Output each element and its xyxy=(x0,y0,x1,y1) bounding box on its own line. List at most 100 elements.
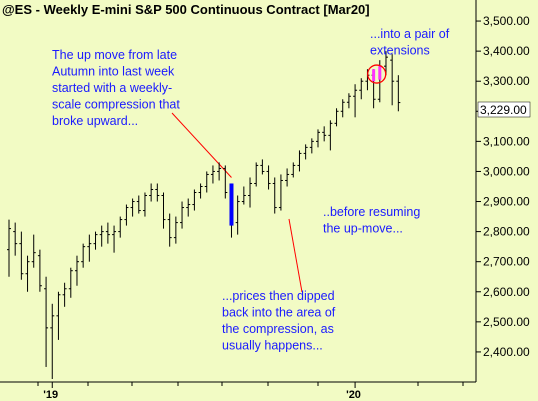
annotation-line: the up-move... xyxy=(323,222,403,236)
ohlc-bar xyxy=(291,162,296,178)
ohlc-bar xyxy=(112,225,117,253)
ohlc-bar xyxy=(353,84,358,118)
annotations: The up move from late Autumn into last we… xyxy=(52,27,450,353)
ohlc-bar xyxy=(186,198,191,217)
ohlc-bar xyxy=(359,78,364,100)
y-tick-label: 2,600.00 xyxy=(483,285,530,299)
ohlc-bar xyxy=(173,216,178,244)
ohlc-bar xyxy=(56,291,61,340)
leader-dip xyxy=(288,218,303,293)
ohlc-bar xyxy=(130,198,135,217)
y-tick-label: 2,700.00 xyxy=(483,255,530,269)
ohlc-bar xyxy=(260,159,265,175)
annotation-line: usually happens... xyxy=(222,339,323,353)
ohlc-bar xyxy=(81,243,86,268)
ohlc-bar xyxy=(68,267,73,298)
ohlc-bar xyxy=(334,108,339,127)
ohlc-bar xyxy=(74,255,79,286)
last-price-label: 3,229.00 xyxy=(480,103,527,117)
annotation-line: started with a weekly- xyxy=(52,81,172,95)
annotation-line: back into the area of xyxy=(222,306,336,320)
ohlc-bar xyxy=(62,282,67,307)
y-tick-label: 2,500.00 xyxy=(483,315,530,329)
annotation-line: the compression, as xyxy=(222,322,334,336)
x-tick-label: '19 xyxy=(43,389,58,401)
ohlc-bar xyxy=(266,165,271,190)
ohlc-bar xyxy=(285,168,290,187)
annotation-ann2: ...prices then dipped back into the area … xyxy=(222,289,336,353)
annotation-line: ...prices then dipped xyxy=(222,289,335,303)
ohlc-bar xyxy=(93,231,98,250)
annotation-line: broke upward... xyxy=(52,114,138,128)
ohlc-bar xyxy=(198,183,203,199)
y-tick-label: 3,300.00 xyxy=(483,74,530,88)
ohlc-bar xyxy=(254,162,259,187)
ohlc-bar xyxy=(328,120,333,151)
ohlc-bar xyxy=(167,213,172,247)
ohlc-bar xyxy=(37,249,42,292)
ohlc-bar xyxy=(272,177,277,214)
ohlc-bar xyxy=(396,75,401,112)
ohlc-bar xyxy=(105,222,110,244)
ohlc-bar xyxy=(7,219,11,277)
ohlc-bar xyxy=(340,99,345,118)
extension-bar xyxy=(378,66,382,80)
last-price-box xyxy=(477,101,531,118)
ohlc-bar xyxy=(390,54,395,106)
ohlc-bar xyxy=(44,276,49,367)
last-price-marker: 3,229.00 xyxy=(477,101,531,118)
ohlc-bar xyxy=(303,144,308,160)
extensions-circle xyxy=(367,64,387,84)
ohlc-bar xyxy=(217,162,222,181)
ohlc-bar xyxy=(25,255,30,292)
ohlc-bar xyxy=(383,51,388,76)
ohlc-bar xyxy=(31,234,36,268)
annotation-line: ..before resuming xyxy=(323,205,420,219)
y-tick-label: 3,100.00 xyxy=(483,134,530,148)
extension-bar xyxy=(372,69,376,82)
ohlc-bar xyxy=(346,93,351,109)
ohlc-bar xyxy=(204,171,209,193)
ohlc-bar xyxy=(50,303,55,379)
ohlc-bar xyxy=(278,174,283,211)
y-tick-label: 2,900.00 xyxy=(483,195,530,209)
y-tick-label: 3,500.00 xyxy=(483,14,530,28)
ohlc-bar xyxy=(155,183,160,202)
ohlc-bar xyxy=(13,222,18,256)
ohlc-bar xyxy=(161,192,166,229)
annotation-leaders xyxy=(171,112,303,293)
ohlc-bar xyxy=(142,192,147,217)
ohlc-bar xyxy=(297,150,302,172)
annotation-line: scale compression that xyxy=(52,98,180,112)
y-tick-label: 3,400.00 xyxy=(483,44,530,58)
annotation-line: Autumn into last week xyxy=(52,65,175,79)
ohlc-bar xyxy=(136,195,141,214)
ohlc-bar xyxy=(322,126,327,142)
time-axis: '19 '20 xyxy=(37,382,464,401)
y-tick-label: 2,400.00 xyxy=(483,345,530,359)
leader-compression xyxy=(171,112,232,178)
ohlc-bar xyxy=(316,129,320,148)
ohlc-bar xyxy=(19,231,24,280)
annotation-line: The up move from late xyxy=(52,48,177,62)
chart-title: @ES - Weekly E-mini S&P 500 Continuous C… xyxy=(2,2,370,17)
annotation-line: ...into a pair of xyxy=(370,27,450,41)
ohlc-bar xyxy=(87,234,92,262)
annotation-ann3: ..before resuming the up-move... xyxy=(323,205,420,236)
compression-bar xyxy=(229,183,234,226)
ohlc-bar xyxy=(124,204,129,226)
highlight-marks xyxy=(229,64,387,226)
ohlc-bar xyxy=(192,189,197,211)
ohlc-bar xyxy=(241,186,246,205)
annotation-ann1: The up move from late Autumn into last we… xyxy=(52,48,180,128)
annotation-line: extensions xyxy=(370,44,430,58)
y-tick-label: 2,800.00 xyxy=(483,225,530,239)
ohlc-bar xyxy=(248,177,253,208)
ohlc-bar xyxy=(180,201,185,229)
x-tick-label: '20 xyxy=(346,389,361,401)
ohlc-bar xyxy=(99,225,104,247)
ohlc-bar xyxy=(149,183,154,202)
ohlc-bar xyxy=(223,165,228,199)
